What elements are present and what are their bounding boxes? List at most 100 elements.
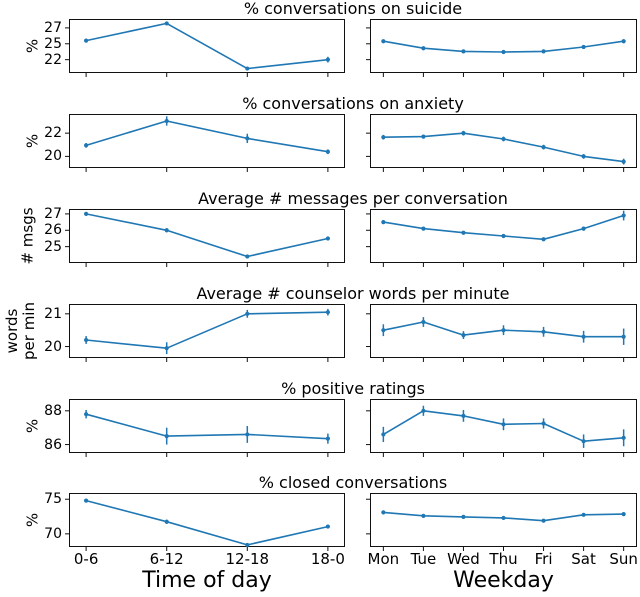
data-line-row4-left [86,311,328,350]
data-point [325,57,330,62]
data-point [325,310,330,315]
data-point [501,233,506,239]
data-point [381,432,386,437]
data-point [461,332,466,338]
data-point [581,512,586,517]
data-point [541,329,546,334]
plot-frame-row6-left [69,493,345,547]
data-point [164,346,169,351]
x-tick-label: Sun [609,550,638,568]
data-point [421,513,426,518]
data-point [84,337,89,343]
chart-title-row6: % closed conversations [258,473,448,492]
data-line-row6-left [85,499,329,546]
data-point [381,39,386,44]
data-point [164,519,169,524]
plot-frame-row4-right [370,304,637,358]
data-point [621,39,626,44]
x-tick-label: 6-12 [149,550,184,568]
data-point [621,159,626,164]
y-tick-label: 27 [44,19,62,36]
data-point [541,144,546,150]
data-point [164,21,169,26]
data-point [381,135,386,140]
y-tick-label: 26 [44,222,62,239]
data-point [621,334,626,339]
chart-title-row4: Average # counselor words per minute [196,284,510,303]
y-tick-label: 88 [44,402,62,419]
data-point [461,514,466,519]
data-point [501,422,506,427]
plot-frame-row3-left [69,209,345,263]
data-point [541,49,546,54]
data-point [245,432,250,437]
data-point [581,154,586,159]
y-tick-label: 22 [44,125,62,142]
data-point [501,328,506,333]
y-axis-label-row5: % [23,418,42,434]
x-axis-label-right: Weekday [453,568,554,593]
plot-frame-row6-right [370,493,637,547]
plot-frame-row1-right [370,19,637,73]
data-point [245,311,250,316]
x-tick-label: Wed [447,550,480,568]
plot-frame-row4-left [69,304,345,358]
plot-frame-row3-right [370,209,637,263]
data-point [501,49,506,55]
data-point [421,226,426,231]
data-point [245,542,250,548]
chart-title-row1: % conversations on suicide [243,0,463,18]
data-point [325,236,330,241]
data-line-row3-left [85,213,329,258]
data-point [421,46,426,51]
data-point [381,328,386,333]
data-point [164,434,169,439]
data-point [461,49,466,54]
data-line-row5-left [85,413,328,440]
data-point [245,136,250,141]
y-tick-label: 86 [44,436,62,453]
y-tick-label: 21 [44,305,62,322]
y-tick-label: 22 [44,51,62,68]
data-point [84,211,89,217]
data-point [164,118,169,124]
y-tick-label: 20 [44,338,62,355]
plot-frame-row5-right [370,399,637,453]
plot-frame-row1-left [69,19,345,73]
data-point [84,412,89,417]
data-point [461,230,466,235]
data-point [245,254,250,259]
data-point [501,136,506,142]
y-axis-label-line: % [23,418,42,434]
data-point [381,510,386,515]
data-point [381,219,386,225]
data-point [325,524,330,529]
data-line-row1-left [85,22,328,70]
data-point [621,435,626,440]
x-tick-label: Tue [410,550,437,568]
x-tick-label: Fri [534,550,553,568]
data-point [84,38,89,43]
chart-title-row5: % positive ratings [281,379,425,398]
data-point [421,134,426,139]
data-point [581,226,586,231]
data-point [581,44,586,50]
plot-frame-row2-left [69,114,345,168]
x-tick-label: Sat [571,550,596,568]
chart-title-row3: Average # messages per conversation [198,189,508,208]
data-point [541,421,546,426]
plot-frame-row2-right [370,114,637,168]
data-point [501,515,506,521]
x-tick-label: 18-0 [310,550,345,568]
data-point [421,319,426,325]
data-point [325,436,330,441]
data-point [325,149,330,154]
data-point [541,518,546,523]
data-point [621,512,626,517]
data-point [581,439,586,444]
x-tick-label: Mon [367,550,400,568]
y-tick-label: 20 [44,148,62,165]
x-tick-label: 0-6 [73,550,99,568]
